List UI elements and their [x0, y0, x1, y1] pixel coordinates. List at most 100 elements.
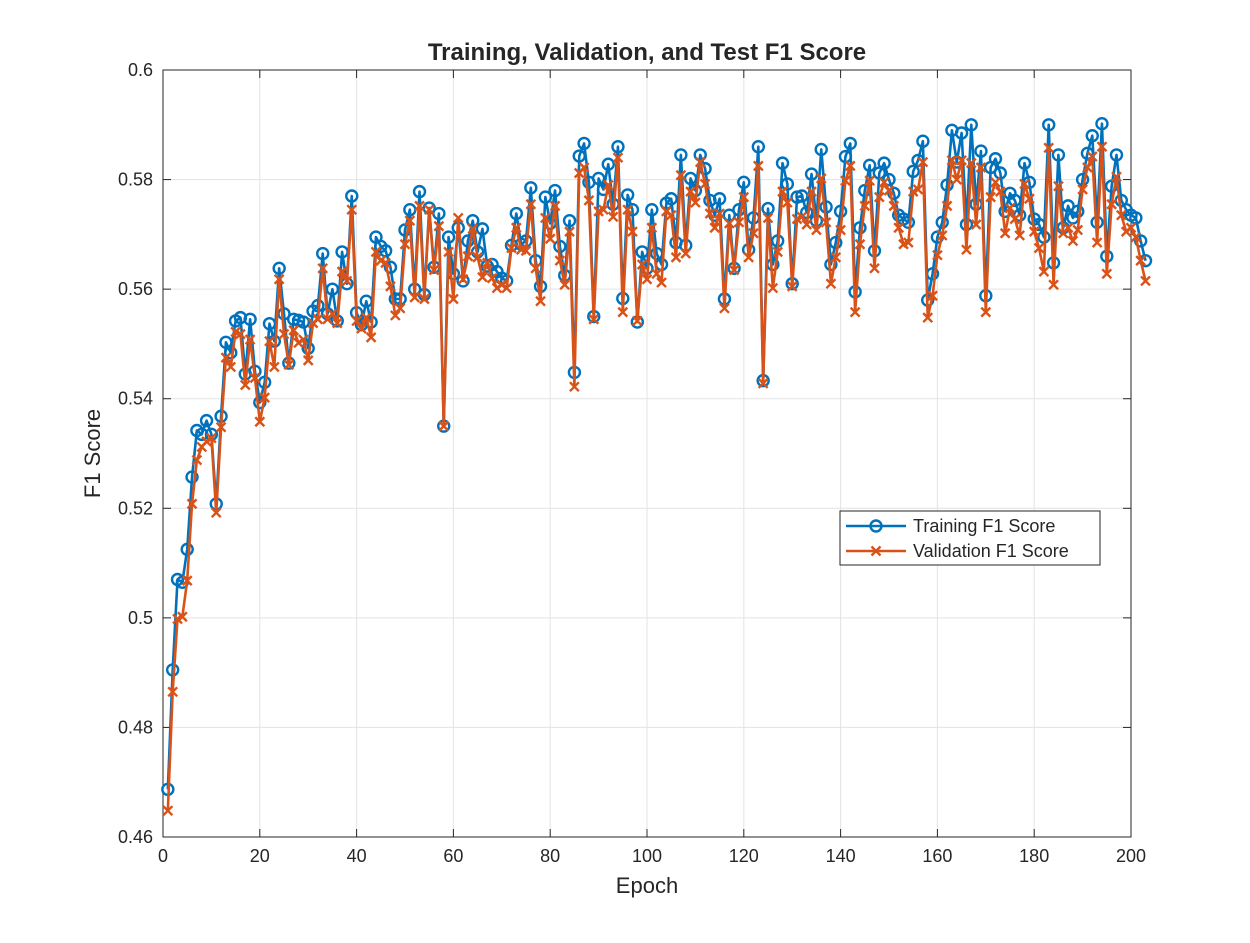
validation-data-point — [569, 381, 580, 393]
validation-data-point — [1096, 141, 1108, 153]
validation-data-point-stroke — [878, 176, 890, 188]
validation-data-point — [670, 252, 682, 263]
validation-data-point — [259, 392, 270, 403]
validation-data-point — [177, 611, 188, 623]
validation-data-point-stroke — [864, 175, 875, 187]
validation-data-point — [941, 200, 953, 212]
validation-data-point-stroke — [283, 359, 295, 371]
validation-data-point-stroke — [578, 162, 590, 173]
validation-data-point-stroke — [1115, 209, 1127, 221]
validation-data-point-stroke — [883, 185, 895, 196]
validation-data-point — [351, 315, 362, 327]
validation-data-point — [452, 212, 464, 224]
training-data-point — [1042, 118, 1056, 132]
validation-data-point-stroke — [694, 156, 706, 168]
y-tick-label: 0.56 — [118, 279, 153, 299]
legend-marker-validation — [870, 545, 882, 557]
training-data-point — [882, 172, 896, 187]
training-data-point — [964, 118, 978, 132]
validation-data-point-stroke — [394, 302, 406, 314]
validation-data-point-stroke — [743, 252, 754, 263]
validation-data-point-stroke — [1033, 242, 1045, 254]
validation-data-point-stroke — [622, 204, 633, 216]
validation-data-point — [239, 379, 251, 391]
validation-data-point — [864, 175, 875, 187]
validation-data-point-stroke — [1125, 222, 1137, 234]
validation-data-point — [733, 216, 745, 228]
x-tick-label: 60 — [443, 846, 463, 866]
validation-data-point — [811, 224, 822, 236]
validation-data-point-stroke — [317, 262, 329, 274]
validation-data-point-stroke — [1086, 151, 1098, 162]
validation-data-point — [748, 227, 759, 239]
validation-data-point — [235, 328, 246, 340]
training-data-point — [988, 152, 1003, 166]
validation-data-point-stroke — [220, 352, 232, 363]
training-data-point — [620, 188, 635, 202]
validation-data-point — [622, 204, 633, 216]
validation-data-point-stroke — [206, 432, 217, 444]
validation-data-point — [273, 273, 285, 285]
validation-data-point-stroke — [191, 454, 203, 466]
validation-data-point — [743, 252, 754, 263]
validation-data-point-stroke — [719, 302, 730, 314]
validation-data-point — [936, 230, 948, 241]
validation-data-point — [675, 169, 687, 181]
training-data-point — [296, 315, 311, 329]
validation-data-point-stroke — [336, 266, 348, 277]
training-data-point — [751, 139, 766, 154]
x-tick-label: 140 — [826, 846, 856, 866]
validation-data-point-stroke — [994, 186, 1006, 197]
training-data-point — [901, 215, 916, 230]
validation-data-point-stroke — [607, 211, 619, 223]
validation-data-point — [264, 335, 275, 347]
validation-data-point-stroke — [215, 421, 227, 433]
validation-data-point-stroke — [230, 326, 241, 338]
validation-data-point-stroke — [699, 178, 711, 190]
validation-data-point — [782, 197, 793, 208]
x-tick-label: 0 — [158, 846, 168, 866]
validation-data-point — [830, 252, 842, 263]
validation-data-point-stroke — [235, 328, 246, 340]
validation-data-point-stroke — [472, 252, 483, 263]
validation-data-point — [167, 686, 179, 698]
validation-data-point-stroke — [298, 334, 309, 345]
validation-data-point — [1091, 237, 1103, 248]
validation-data-point-stroke — [636, 259, 648, 270]
validation-data-point — [438, 420, 450, 432]
validation-data-point — [559, 279, 571, 291]
validation-data-point — [714, 208, 725, 219]
training-data-point — [572, 149, 586, 163]
training-data-point — [562, 213, 577, 228]
training-data-point — [1080, 146, 1095, 160]
validation-data-point — [249, 372, 261, 384]
training-data-point — [1109, 148, 1124, 162]
validation-data-point — [191, 454, 203, 466]
validation-data-point-stroke — [380, 257, 391, 269]
validation-data-point-stroke — [646, 222, 658, 234]
validation-data-point — [1033, 242, 1045, 254]
training-data-point — [862, 158, 877, 173]
validation-data-point — [278, 328, 290, 340]
validation-data-point-stroke — [569, 381, 580, 393]
validation-data-point-stroke — [438, 420, 450, 432]
y-tick-label: 0.46 — [118, 827, 153, 847]
training-data-point — [262, 316, 277, 331]
validation-data-point-stroke — [249, 372, 261, 384]
legend[interactable]: Training F1 Score Validation F1 Score — [839, 510, 1101, 566]
validation-data-point-stroke — [733, 216, 745, 228]
validation-data-point — [1082, 162, 1093, 173]
validation-data-point-stroke — [844, 160, 856, 172]
validation-data-point — [312, 313, 324, 325]
validation-data-point-stroke — [370, 246, 382, 258]
validation-data-point — [699, 178, 711, 190]
validation-data-point-stroke — [510, 222, 522, 234]
validation-data-point-stroke — [757, 378, 769, 389]
validation-data-point — [336, 266, 348, 277]
validation-data-point — [1038, 266, 1050, 277]
validation-data-point-stroke — [782, 197, 793, 208]
validation-data-point — [956, 155, 967, 166]
validation-data-point-stroke — [409, 292, 421, 303]
training-data-point — [199, 413, 214, 428]
validation-data-point — [656, 277, 667, 288]
